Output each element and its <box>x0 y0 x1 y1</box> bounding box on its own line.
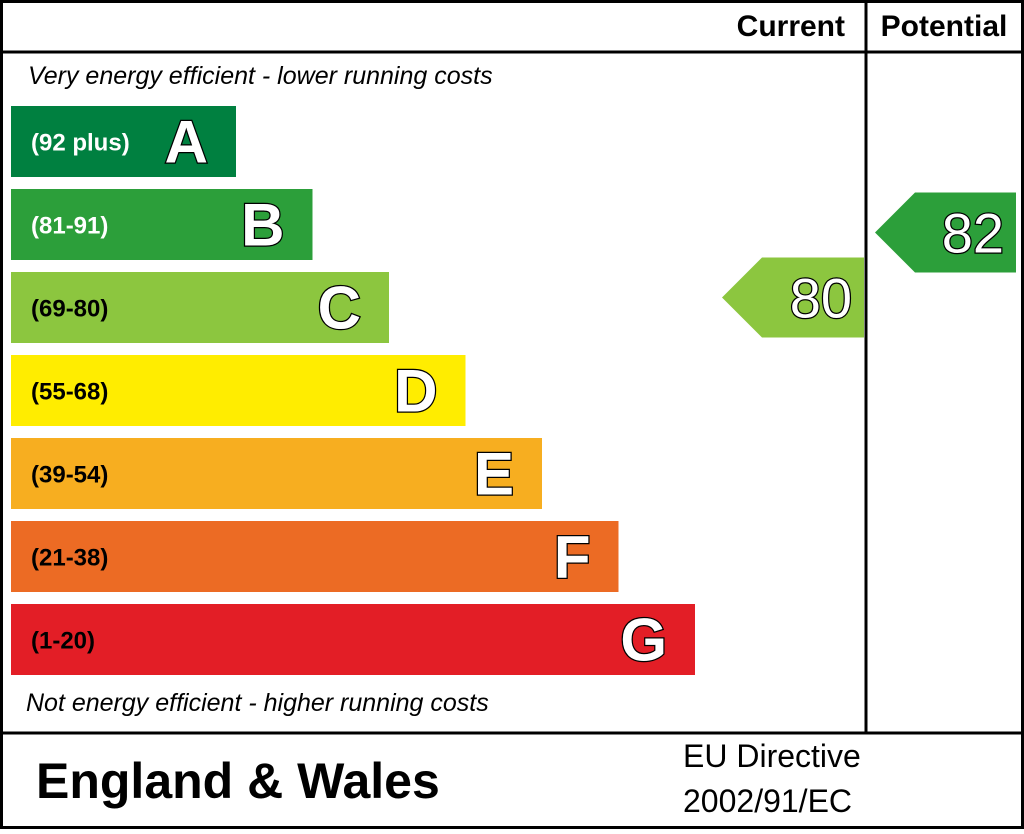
score-arrows: 80 82 <box>722 192 1016 338</box>
rating-bands: (92 plus) A (81-91) B (69-80) C (55-68) D (39-54… <box>11 106 695 675</box>
potential-rating: 82 <box>875 192 1016 273</box>
region-label: England & Wales <box>36 753 440 809</box>
band-letter-e: E <box>474 441 514 508</box>
band-bar-a <box>11 106 236 177</box>
band-f: (21-38) F <box>11 521 619 592</box>
bottom-note: Not energy efficient - higher running co… <box>26 689 489 717</box>
band-bar-g <box>11 604 695 675</box>
potential-score: 82 <box>942 202 1004 265</box>
band-range-e: (39-54) <box>31 462 108 489</box>
current-header: Current <box>737 10 845 43</box>
band-b: (81-91) B <box>11 189 313 260</box>
band-bar-b <box>11 189 313 260</box>
band-letter-g: G <box>620 607 667 674</box>
band-bar-e <box>11 438 542 509</box>
band-range-f: (21-38) <box>31 545 108 572</box>
directive-line-1: EU Directive <box>683 738 861 774</box>
band-g: (1-20) G <box>11 604 695 675</box>
band-bar-c <box>11 272 389 343</box>
current-arrow <box>722 257 864 338</box>
band-bar-d <box>11 355 466 426</box>
current-rating: 80 <box>722 257 864 338</box>
band-range-g: (1-20) <box>31 628 95 655</box>
band-a: (92 plus) A <box>11 106 236 177</box>
band-letter-f: F <box>554 524 591 591</box>
band-bar-f <box>11 521 619 592</box>
band-letter-a: A <box>165 109 208 176</box>
band-letter-d: D <box>394 358 437 425</box>
band-d: (55-68) D <box>11 355 466 426</box>
band-range-c: (69-80) <box>31 296 108 323</box>
band-c: (69-80) C <box>11 272 389 343</box>
band-range-b: (81-91) <box>31 213 108 240</box>
band-letter-b: B <box>241 192 284 259</box>
directive-line-2: 2002/91/EC <box>683 783 852 819</box>
band-e: (39-54) E <box>11 438 542 509</box>
band-range-a: (92 plus) <box>31 130 130 157</box>
top-note: Very energy efficient - lower running co… <box>28 62 493 90</box>
potential-arrow <box>875 192 1016 273</box>
band-range-d: (55-68) <box>31 379 108 406</box>
current-score: 80 <box>790 267 852 330</box>
potential-header: Potential <box>881 10 1008 43</box>
band-letter-c: C <box>318 275 361 342</box>
